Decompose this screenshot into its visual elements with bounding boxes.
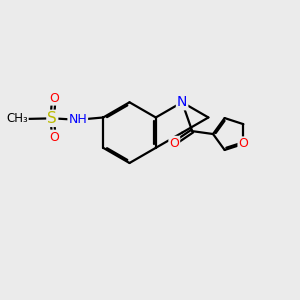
Text: O: O bbox=[238, 137, 248, 150]
Text: CH₃: CH₃ bbox=[6, 112, 28, 125]
Text: O: O bbox=[169, 137, 179, 150]
Text: N: N bbox=[177, 95, 187, 109]
Text: O: O bbox=[49, 130, 59, 144]
Text: O: O bbox=[49, 92, 59, 105]
Text: NH: NH bbox=[68, 113, 87, 126]
Text: S: S bbox=[47, 111, 57, 126]
